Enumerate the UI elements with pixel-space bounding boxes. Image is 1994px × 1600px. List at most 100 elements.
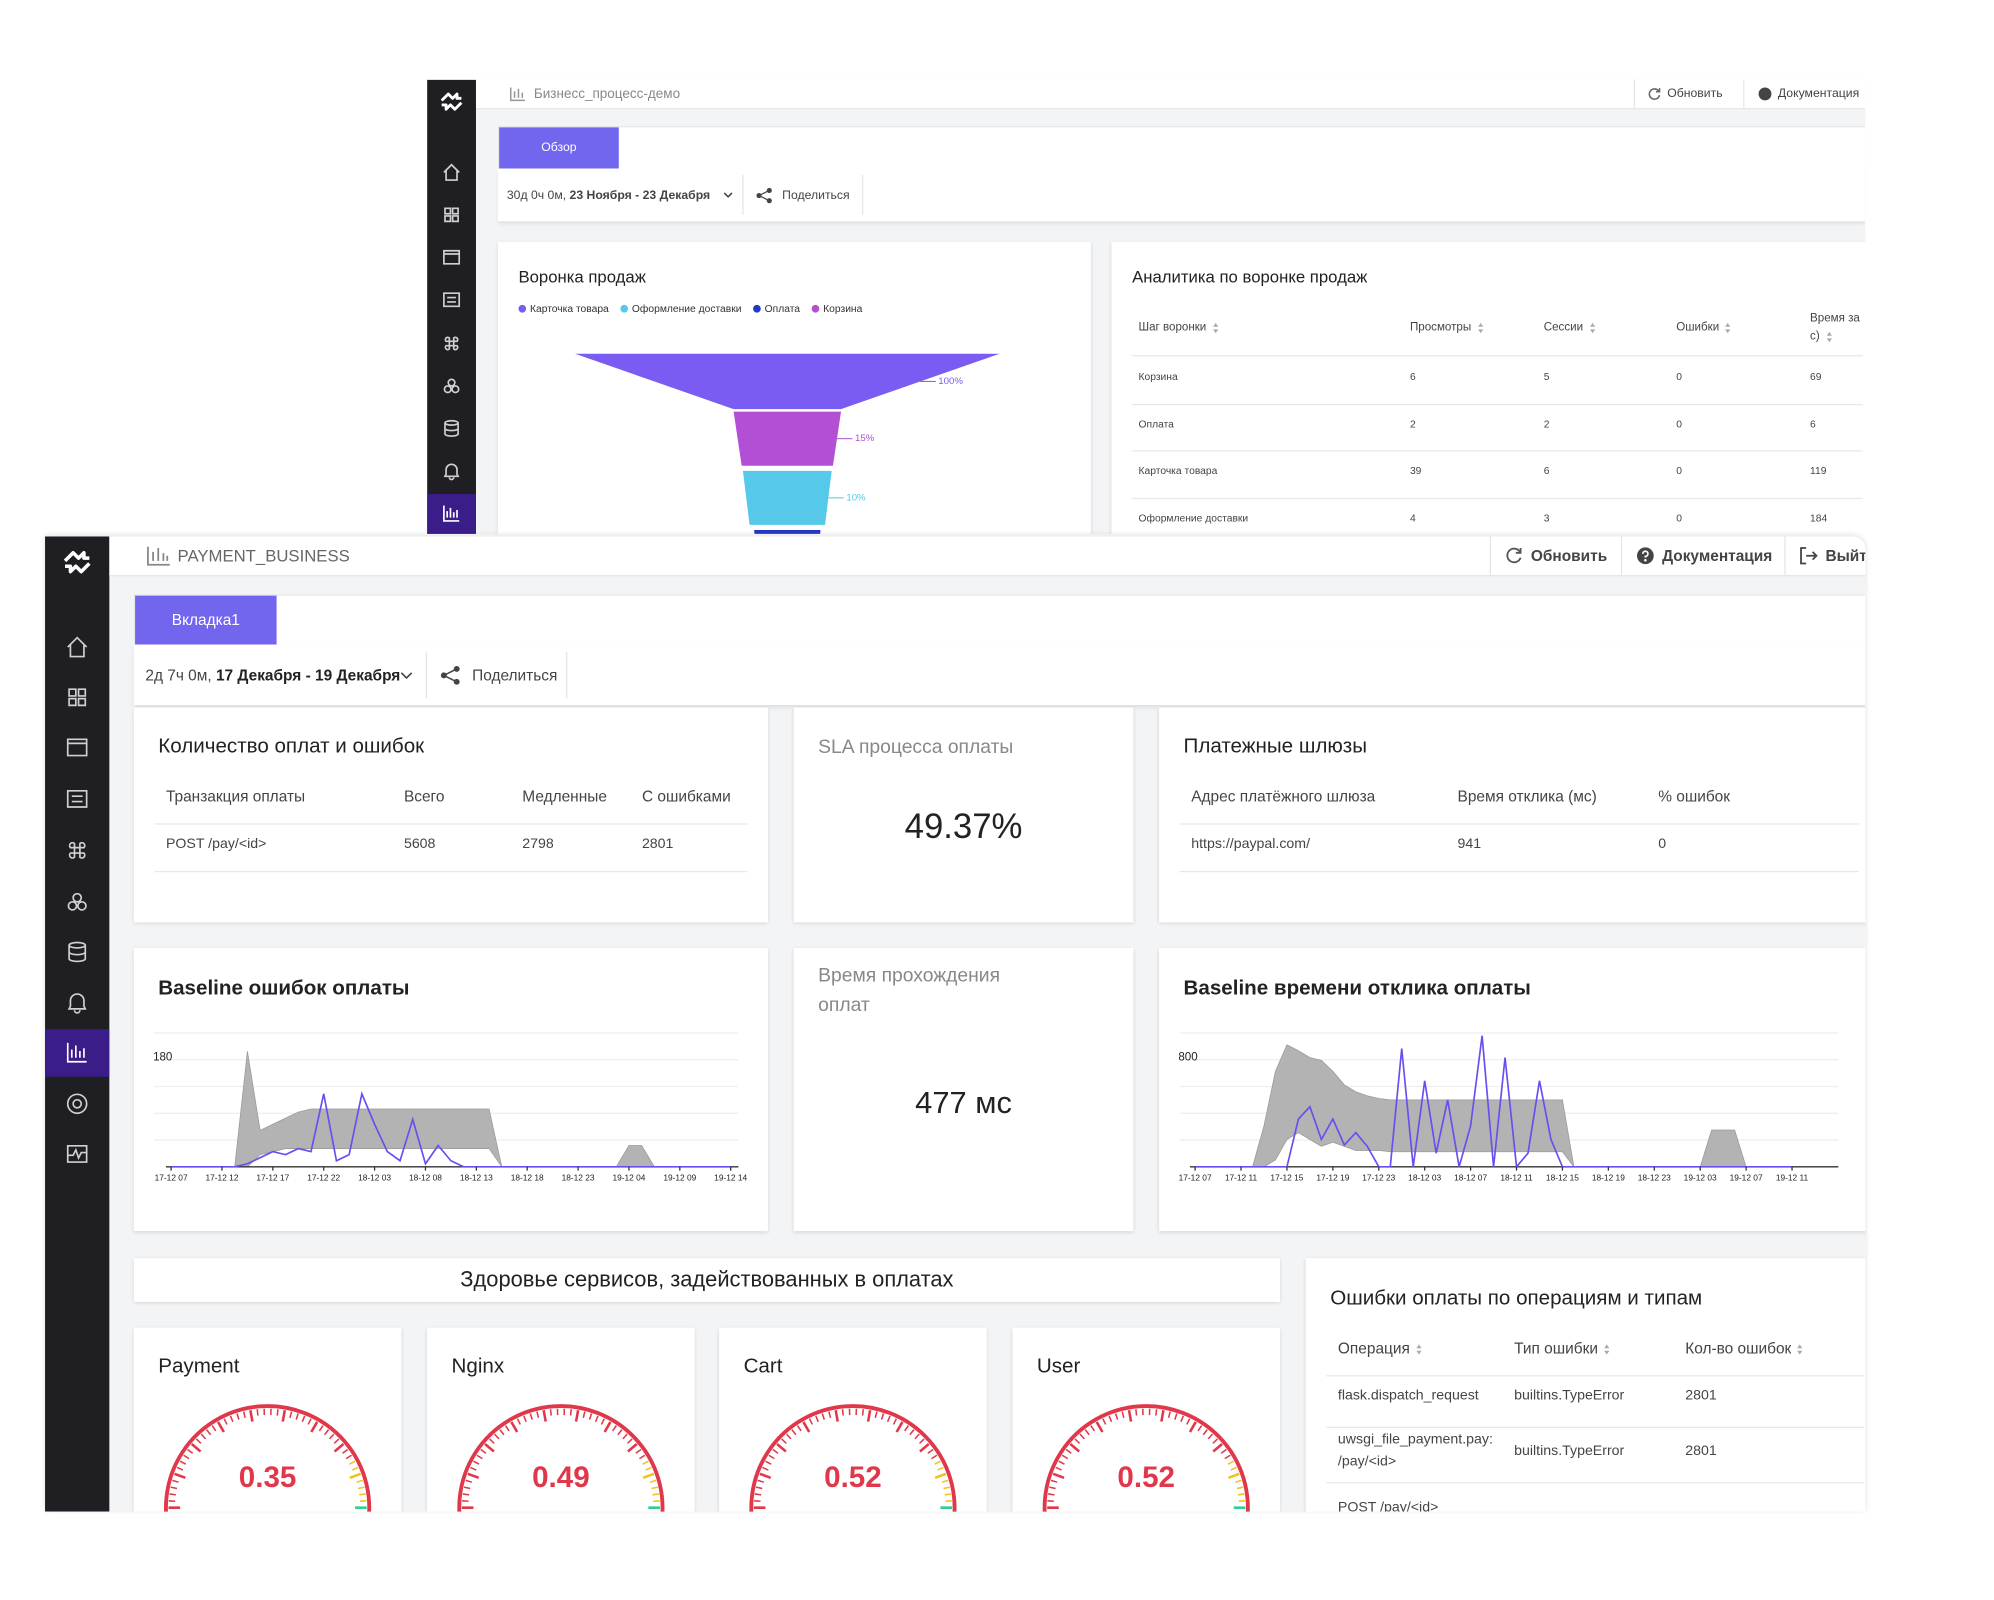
- gauge-tick: [1050, 1479, 1058, 1483]
- gauge-tick: [328, 1433, 335, 1440]
- gauge-tick: [866, 1409, 872, 1422]
- gauge-tick: [796, 1425, 802, 1432]
- gauge: 0.49: [457, 1404, 665, 1512]
- x-tick-label: 18-12 18: [511, 1173, 544, 1183]
- gauge-tick: [828, 1411, 832, 1419]
- x-tick-label: 17-12 23: [1362, 1173, 1395, 1183]
- gauge-tick: [1090, 1425, 1096, 1432]
- table-cell: Оплата: [1138, 418, 1174, 431]
- gauge-tick: [1079, 1433, 1085, 1440]
- x-tick-label: 18-12 03: [1408, 1173, 1441, 1183]
- separator: [1633, 79, 1636, 109]
- column-label: Транзакция оплаты: [165, 787, 306, 806]
- funnel-segment: [754, 530, 821, 534]
- gauge: 0.52: [1042, 1404, 1250, 1512]
- section-title: Здоровье сервисов, задействованных в опл…: [460, 1267, 954, 1292]
- table-cell: https://paypal.com/: [1191, 836, 1311, 852]
- x-tick-label: 17-12 12: [205, 1173, 238, 1183]
- gauge-rim: [457, 1404, 665, 1512]
- chevron: [723, 192, 733, 198]
- x-tick-label: 18-12 19: [1592, 1173, 1625, 1183]
- column-label: Всего: [403, 787, 445, 806]
- gauge-tick: [880, 1413, 885, 1420]
- nav-icon-list: [66, 789, 88, 808]
- op-errors-card: Ошибки оплаты по операциям и типам Опера…: [1305, 1258, 1866, 1512]
- x-tick-label: 18-12 07: [1454, 1173, 1487, 1183]
- range-prefix: 2д 7ч 0м,: [145, 666, 212, 685]
- legend-dot: [753, 304, 761, 313]
- time-range[interactable]: 30д 0ч 0м, 23 Ноября - 23 Декабря: [507, 188, 710, 202]
- docs-button[interactable]: Документация: [1662, 546, 1773, 565]
- legend-label: Оплата: [765, 304, 801, 315]
- gauge-tick: [195, 1438, 202, 1444]
- gauge-tick: [333, 1438, 340, 1444]
- refresh-button[interactable]: Обновить: [1667, 86, 1723, 101]
- docs-button[interactable]: Документация: [1777, 86, 1860, 101]
- gauge-tick: [1127, 1409, 1133, 1422]
- x-tick-label: 17-12 07: [1179, 1173, 1212, 1183]
- sla-card: SLA процесса оплаты 49.37%: [793, 707, 1134, 923]
- gauge-tick: [1055, 1466, 1062, 1471]
- separator: [861, 174, 864, 215]
- gauge-tick: [356, 1479, 364, 1483]
- baseline-band: [1195, 1044, 1793, 1168]
- column-header: Просмотры: [1410, 320, 1484, 333]
- tab[interactable]: Обзор: [499, 127, 619, 169]
- column-label: Кол-во ошибок: [1685, 1339, 1792, 1358]
- separator: [1620, 536, 1623, 576]
- legend-dot: [620, 304, 629, 313]
- row-divider: [1326, 1426, 1865, 1428]
- gauge-card: Payment 0.35: [133, 1327, 402, 1512]
- gauge-tick: [1102, 1418, 1107, 1425]
- gauge-tick: [494, 1433, 500, 1440]
- nav-icon-gear: [66, 1093, 88, 1115]
- gauge-tick: [569, 1409, 573, 1416]
- share-button[interactable]: Поделиться: [472, 666, 558, 685]
- gauge-tick: [542, 1409, 547, 1422]
- gauge-tick: [914, 1433, 920, 1440]
- baseline-band: [171, 1051, 731, 1168]
- table-cell: 6: [1810, 418, 1816, 431]
- gauge-tick: [1167, 1411, 1171, 1419]
- docs-icon: [1758, 87, 1772, 101]
- column-header: Сессии: [1544, 320, 1596, 333]
- gauge-tick: [617, 1429, 623, 1436]
- gauge-tick: [462, 1493, 470, 1496]
- gauge-tick: [351, 1466, 359, 1471]
- gauge-tick: [652, 1493, 660, 1496]
- sort-icon: [1725, 322, 1732, 333]
- separator: [1489, 536, 1491, 576]
- refresh-button[interactable]: Обновить: [1530, 546, 1608, 565]
- x-tick-label: 19-12 09: [663, 1173, 696, 1183]
- column-label: Ошибки: [1676, 320, 1720, 334]
- column-header: Операция: [1338, 1339, 1423, 1357]
- gauge-value: 0.49: [532, 1461, 590, 1494]
- gauge-tick: [874, 1411, 878, 1419]
- logout-button[interactable]: Выйти: [1825, 546, 1865, 565]
- table-cell: POST /pay/<id>: [1337, 1500, 1439, 1512]
- gauge-tick: [1049, 1486, 1056, 1490]
- share-button[interactable]: Поделиться: [782, 188, 850, 203]
- value-label: 10%: [846, 492, 866, 503]
- card-title: Время прохождения оплат: [818, 964, 1001, 1017]
- logout-icon: [1800, 547, 1818, 565]
- table-cell: 5608: [403, 836, 436, 852]
- time-range[interactable]: 2д 7ч 0м, 17 Декабря - 19 Декабря: [145, 666, 400, 684]
- gauge-tick: [359, 1493, 366, 1496]
- gauge-card: Cart 0.52: [719, 1327, 987, 1512]
- x-tick-label: 19-12 03: [1684, 1173, 1717, 1183]
- column-label: % ошибок: [1658, 787, 1731, 806]
- x-tick-label: 17-12 22: [307, 1173, 340, 1183]
- gauge-card: Nginx 0.49: [427, 1327, 695, 1512]
- nav-icon-db: [68, 941, 87, 963]
- row-divider: [1132, 403, 1863, 405]
- gauge-tick: [256, 1409, 259, 1416]
- range-prefix: 30д 0ч 0м,: [506, 188, 567, 203]
- nav-icon-list: [443, 292, 461, 308]
- tab[interactable]: Вкладка1: [135, 595, 277, 645]
- gauge-tick: [186, 1448, 194, 1454]
- gauge-tick: [1202, 1429, 1208, 1436]
- column-header: Медленные: [522, 787, 607, 805]
